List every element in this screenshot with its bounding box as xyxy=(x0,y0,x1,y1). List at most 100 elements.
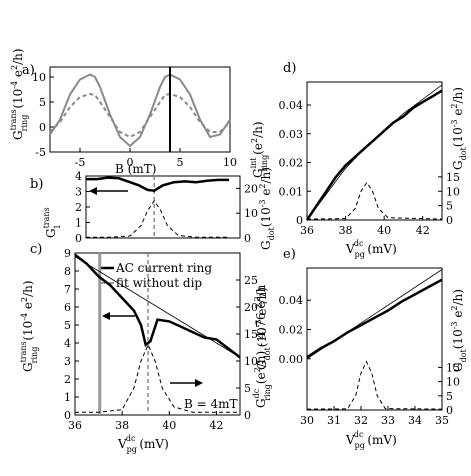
panel-b-ytick-label: 0 xyxy=(75,232,82,245)
panel-b-ytick-right-label: 20 xyxy=(244,182,258,195)
panel-d-series-1 xyxy=(306,84,443,221)
panel-d-frame xyxy=(306,81,443,221)
panel-c-ytick-label: 6 xyxy=(64,301,71,314)
panel-c-ytick-right-label: 5 xyxy=(244,382,251,395)
panel-e-ylabel-right: Gdot(10-3 e2/h) xyxy=(450,289,468,372)
panel-c-ytick-right-label: 10 xyxy=(244,355,258,368)
panel-b-ylabel-left: Gtrans 1 xyxy=(42,207,62,238)
panel-d-ytick-right-label: 10 xyxy=(446,185,460,198)
panel-e-xtick-label: 34 xyxy=(408,414,422,427)
panel-a-ytick-label: 10 xyxy=(32,71,46,84)
panel-c-ytick-label: 0 xyxy=(64,409,71,422)
panel-d-series-0 xyxy=(305,89,443,221)
svg-text:Gdot(10-3 e2/h): Gdot(10-3 e2/h) xyxy=(258,167,276,250)
panel-c-arrowhead-left xyxy=(102,312,110,320)
panel-d-ytick-right-label: 15 xyxy=(446,171,460,184)
svg-text:Gdot(10-3 e2/h): Gdot(10-3 e2/h) xyxy=(450,289,468,372)
panel-c-ylabel-left: Gtrans ring(10-4 e2/h) xyxy=(19,280,39,372)
panel-e-xtick-label: 32 xyxy=(354,414,368,427)
panel-c-ytick-label: 3 xyxy=(64,355,71,368)
panel-c-annotation: B = 4mT xyxy=(184,397,238,411)
panel-c-xtick-label: 40 xyxy=(162,419,176,432)
panel-d-ytick-label: 0.03 xyxy=(279,128,304,141)
panel-e-series-2 xyxy=(306,360,443,410)
panel-b-ytick-right-label: 0 xyxy=(244,232,251,245)
panel-d-xtick-label: 40 xyxy=(377,224,391,237)
panel-d-xtick-label: 38 xyxy=(339,224,353,237)
panel-e-ytick-label: 0.00 xyxy=(279,353,304,366)
panel-b-ylabel-right: Gdot(10-3 e2/h) xyxy=(258,167,276,250)
panel-a-xtick-label: 10 xyxy=(223,156,237,169)
panel-b-ytick-label: 1 xyxy=(75,217,82,230)
panel-e-xtick-label: 31 xyxy=(327,414,341,427)
panel-a-ylabel: Gtrans ring(10-4 e2/h) xyxy=(9,48,29,140)
panel-c-xtick-label: 36 xyxy=(68,419,82,432)
panel-c-ytick-label: 5 xyxy=(64,319,71,332)
panel-c-legend-1: AC current ring xyxy=(115,261,212,275)
panel-e-ylabel-left: Gdc ring(e2/h) - 4.76 e2/h xyxy=(252,284,272,408)
panel-a-series-0 xyxy=(49,73,231,148)
panel-e-frame xyxy=(306,267,443,411)
panel-e-ytick-right-label: 15 xyxy=(446,361,460,374)
panel-b-ytick-label: 3 xyxy=(75,186,82,199)
panel-a-xtick-label: 5 xyxy=(177,156,184,169)
panel-d-ytick-label: 0 xyxy=(296,214,303,227)
panel-b-ytick-label: 4 xyxy=(75,170,82,183)
panel-e-xtick-label: 33 xyxy=(381,414,395,427)
panel-c-ylabel-right: Gdot(10-3 e2/h) xyxy=(254,287,272,370)
panel-a-ytick-label: 0 xyxy=(39,121,46,134)
panel-d-series-2 xyxy=(306,181,443,220)
panel-a-ytick-label: -5 xyxy=(35,146,46,159)
panel-c-ytick-label: 1 xyxy=(64,391,71,404)
panel-a-label: a) xyxy=(22,63,35,78)
panel-c-label: c) xyxy=(30,242,42,257)
panel-a-series-1 xyxy=(49,92,231,139)
panel-c-series-1 xyxy=(74,256,241,358)
panel-d-ytick-right-label: 0 xyxy=(446,214,453,227)
panel-d-ylabel-left: Gint ring(e2/h) xyxy=(249,121,269,178)
panel-a: a) B (mT) Gtrans ring(10-4 e2/h) xyxy=(9,48,231,176)
panel-b-series-0 xyxy=(86,176,229,192)
panel-e: e) Gdc ring(e2/h) - 4.76 e2/h Gdot(10-3 e… xyxy=(252,247,468,450)
panel-e-ytick-right-label: 10 xyxy=(446,376,460,389)
panel-e-xtick-label: 30 xyxy=(300,414,314,427)
panel-e-ytick-right-label: 5 xyxy=(446,390,453,403)
panel-d-ytick-label: 0.01 xyxy=(279,185,304,198)
panel-d-ytick-label: 0.02 xyxy=(279,157,304,170)
panel-d-ytick-label: 0.04 xyxy=(279,99,304,112)
panel-b-ytick-right-label: 10 xyxy=(244,207,258,220)
panel-a-frame xyxy=(49,66,231,153)
panel-c-ytick-right-label: 0 xyxy=(244,409,251,422)
svg-text:Gdot(10-3 e2/h): Gdot(10-3 e2/h) xyxy=(450,87,468,170)
panel-e-xlabel: Vpgdc (mV) xyxy=(345,430,397,450)
panel-c-xlabel: Vpgdc (mV) xyxy=(117,434,169,454)
panel-c-legend-2: fit without dip xyxy=(116,276,202,290)
panel-c-ytick-label: 9 xyxy=(64,247,71,260)
panel-c-series-2 xyxy=(75,343,240,413)
panel-c-arrowhead-right xyxy=(195,379,203,387)
panel-b-ytick-label: 2 xyxy=(75,201,82,214)
panel-c-xtick-label: 42 xyxy=(209,419,223,432)
panel-a-xlabel: B (mT) xyxy=(115,162,156,176)
panel-d-ylabel-right: Gdot(10-3 e2/h) xyxy=(450,87,468,170)
panel-c-xtick-label: 38 xyxy=(115,419,129,432)
panel-e-series-1 xyxy=(306,269,443,360)
panel-b-arrowhead xyxy=(89,187,97,195)
panel-a-xtick-label: 0 xyxy=(127,156,134,169)
svg-text:Gdot(10-3 e2/h): Gdot(10-3 e2/h) xyxy=(254,287,272,370)
panel-c-ytick-right-label: 25 xyxy=(244,274,258,287)
panel-d: d) Gint ring(e2/h) Gdot(10-3 e2/h) Vpgdc … xyxy=(249,61,468,259)
panel-d-xtick-label: 42 xyxy=(416,224,430,237)
panel-e-ytick-label: 0.04 xyxy=(279,294,304,307)
panel-b-series-1 xyxy=(86,199,229,238)
panel-c-ytick-label: 7 xyxy=(64,283,71,296)
panel-c-ytick-right-label: 15 xyxy=(244,328,258,341)
panel-a-ytick-label: 5 xyxy=(39,96,46,109)
panel-c-ytick-label: 4 xyxy=(64,337,71,350)
